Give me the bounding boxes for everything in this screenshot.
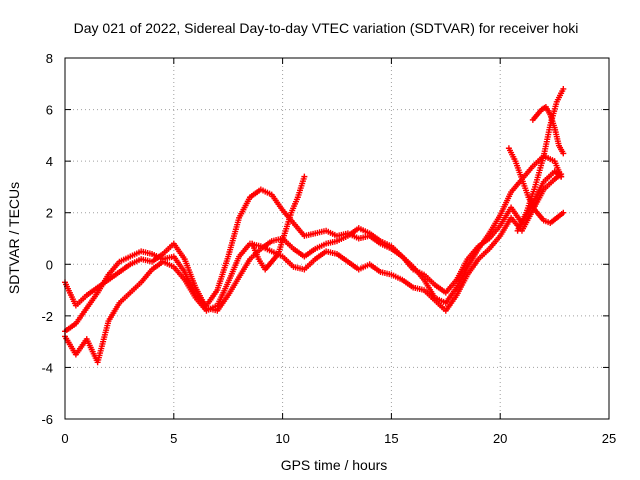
data-point [560, 85, 567, 92]
x-tick-label: 5 [170, 431, 177, 446]
data-series-layer [62, 85, 567, 366]
y-tick-label: 4 [46, 154, 53, 169]
x-tick-label: 0 [61, 431, 68, 446]
data-point [560, 209, 567, 216]
data-point [301, 173, 308, 180]
y-tick-label: 0 [46, 257, 53, 272]
data-point [560, 150, 567, 157]
axis-ticks [64, 57, 610, 420]
x-tick-label: 20 [493, 431, 507, 446]
grid [65, 58, 609, 419]
x-tick-label: 25 [602, 431, 616, 446]
x-tick-label: 10 [275, 431, 289, 446]
tick-labels: 0 5 10 15 20 25 -6 -4 -2 0 2 4 6 8 [41, 51, 616, 446]
series-track-2 [62, 168, 565, 314]
y-tick-label: 2 [46, 206, 53, 221]
series-track-4 [249, 173, 308, 273]
x-axis-label: GPS time / hours [281, 457, 388, 473]
y-axis-label: SDTVAR / TECUs [6, 182, 22, 294]
series-track-6 [529, 103, 567, 157]
chart-title: Day 021 of 2022, Sidereal Day-to-day VTE… [74, 20, 579, 36]
data-point [558, 171, 565, 178]
y-tick-label: 8 [46, 51, 53, 66]
x-tick-label: 15 [384, 431, 398, 446]
y-tick-label: -6 [41, 412, 53, 427]
series-track-3 [62, 171, 565, 366]
series-track-7 [505, 145, 567, 227]
y-tick-label: -2 [41, 309, 53, 324]
plot-area-frame [64, 57, 610, 420]
y-tick-label: 6 [46, 103, 53, 118]
y-tick-label: -4 [41, 360, 53, 375]
series-track-1 [62, 152, 565, 335]
